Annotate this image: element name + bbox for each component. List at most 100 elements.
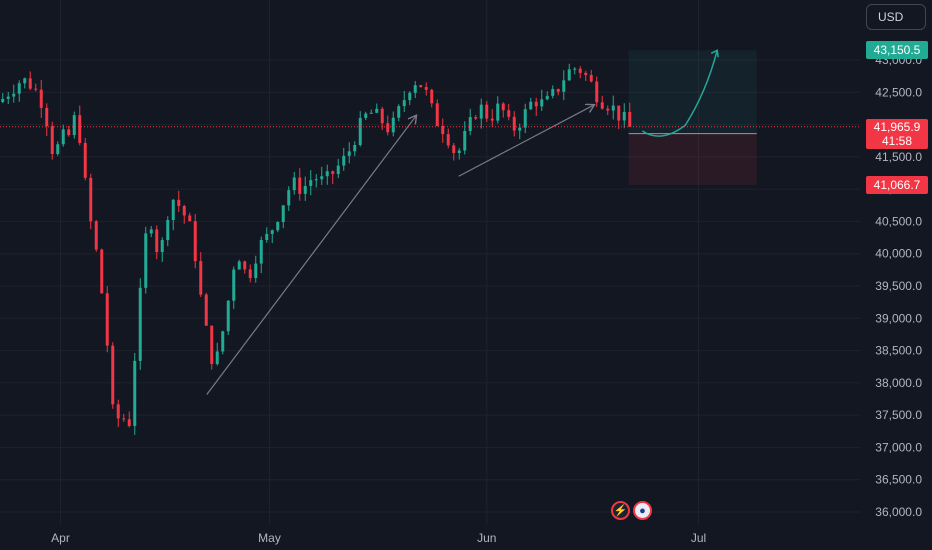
y-tick-label: 40,000.0 [875,247,922,261]
candle-body [452,145,456,154]
x-tick-label: Jul [691,531,706,545]
candle-body [397,106,401,118]
target-price-label: 43,150.5 [873,43,921,58]
candle-body [100,249,104,294]
candle-body [556,88,560,92]
y-tick-label: 38,000.0 [875,376,922,390]
candle-body [600,102,604,109]
y-tick-label: 39,500.0 [875,279,922,293]
candle-body [138,287,142,361]
candle-body [111,345,115,405]
candle-body [336,165,340,175]
grid-lines [0,0,860,525]
candle-body [617,105,621,121]
target-zone [628,50,757,134]
candle-body [67,129,71,136]
x-tick-label: Jun [477,531,496,545]
candle-body [215,351,219,365]
candle-body [6,96,10,99]
candle-body [490,118,494,121]
stop-zone [628,133,757,185]
candle-body [611,105,615,111]
candle-body [567,69,571,81]
time-axis[interactable]: Apr May Jun Jul [51,531,706,545]
candle-body [529,101,533,110]
position-zones [628,50,757,185]
candle-body [1,98,5,102]
candle-body [28,78,32,89]
y-tick-label: 41,500.0 [875,150,922,164]
candle-body [270,230,274,234]
candle-body [254,263,258,279]
candle-body [133,360,137,427]
candle-body [182,206,186,216]
candle-body [303,185,307,194]
candle-body [199,261,203,295]
candle-body [160,240,164,253]
candle-body [325,171,329,177]
candle-body [413,85,417,93]
candle-body [545,95,549,100]
candle-body [232,269,236,301]
candle-body [23,78,27,84]
candle-body [622,111,626,121]
candle-body [144,233,148,288]
candle-body [446,134,450,146]
currency-selector[interactable]: USD [866,4,926,30]
y-tick-label: 42,500.0 [875,85,922,99]
candle-body [320,176,324,180]
candle-body [606,108,610,111]
candle-body [265,233,269,241]
candle-body [276,221,280,231]
candle-body [589,74,593,82]
stop-price-badge: 41,066.7 [866,175,928,194]
candle-body [408,92,412,101]
us-flag-event-icon[interactable]: ● [633,501,652,520]
candle-body [89,177,93,222]
y-tick-label: 38,500.0 [875,344,922,358]
candle-body [50,126,54,155]
candle-body [468,117,472,131]
y-tick-label: 37,500.0 [875,408,922,422]
y-tick-label: 40,500.0 [875,214,922,228]
candle-body [116,404,120,419]
candle-body [562,80,566,92]
trend-arrow [206,116,416,395]
candle-body [287,190,291,206]
currency-label: USD [878,10,904,24]
target-price-badge: 43,150.5 [866,41,928,60]
candle-body [61,129,65,145]
candles [1,63,632,435]
candle-body [485,104,489,119]
candle-body [78,115,82,143]
candle-body [457,150,461,154]
candle-body [353,145,357,152]
candle-body [127,419,131,427]
candle-body [177,199,181,207]
candle-body [94,221,98,250]
candle-body [56,144,60,155]
candle-body [584,72,588,75]
candle-body [380,108,384,124]
candle-body [386,123,390,133]
trend-arrow [458,105,594,177]
candle-body [595,81,599,103]
candle-body [540,99,544,107]
candle-body [122,418,126,420]
candle-body [243,261,247,270]
candle-body [12,93,16,97]
candle-body [375,108,379,113]
candle-body [193,221,197,262]
candle-body [314,179,318,181]
candle-body [166,220,170,241]
lightning-event-icon[interactable]: ⚡ [611,501,630,520]
candle-body [149,229,153,234]
candle-body [430,89,434,104]
bar-countdown-label: 41:58 [881,133,913,148]
candle-body [523,109,527,128]
stop-price-label: 41,066.7 [873,177,921,192]
candle-body [342,155,346,166]
candle-body [347,151,351,156]
candle-body [534,101,538,107]
